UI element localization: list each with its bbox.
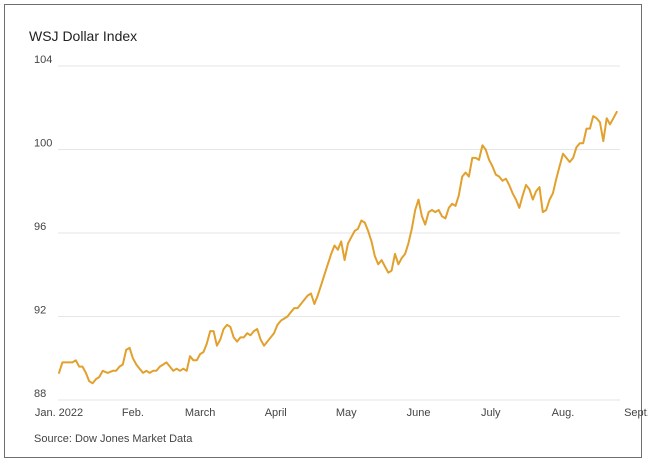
x-tick-label-3: April	[265, 407, 287, 419]
x-tick-label-6: July	[481, 407, 501, 419]
chart-source: Source: Dow Jones Market Data	[34, 433, 193, 445]
y-tick-label-92: 92	[34, 305, 46, 317]
y-tick-label-96: 96	[34, 221, 46, 233]
x-tick-label-2: March	[185, 407, 216, 419]
chart-frame	[4, 4, 642, 458]
y-tick-label-104: 104	[34, 54, 52, 66]
y-tick-label-100: 100	[34, 138, 52, 150]
chart-title: WSJ Dollar Index	[29, 28, 138, 44]
series-line-0	[58, 110, 618, 385]
x-tick-label-7: Aug.	[552, 407, 575, 419]
x-tick-label-5: June	[407, 407, 431, 419]
x-tick-label-1: Feb.	[122, 407, 144, 419]
x-tick-label-4: May	[336, 407, 357, 419]
y-tick-label-88: 88	[34, 388, 46, 400]
x-tick-label-0: Jan. 2022	[35, 407, 83, 419]
x-tick-label-8: Sept.	[624, 407, 648, 419]
